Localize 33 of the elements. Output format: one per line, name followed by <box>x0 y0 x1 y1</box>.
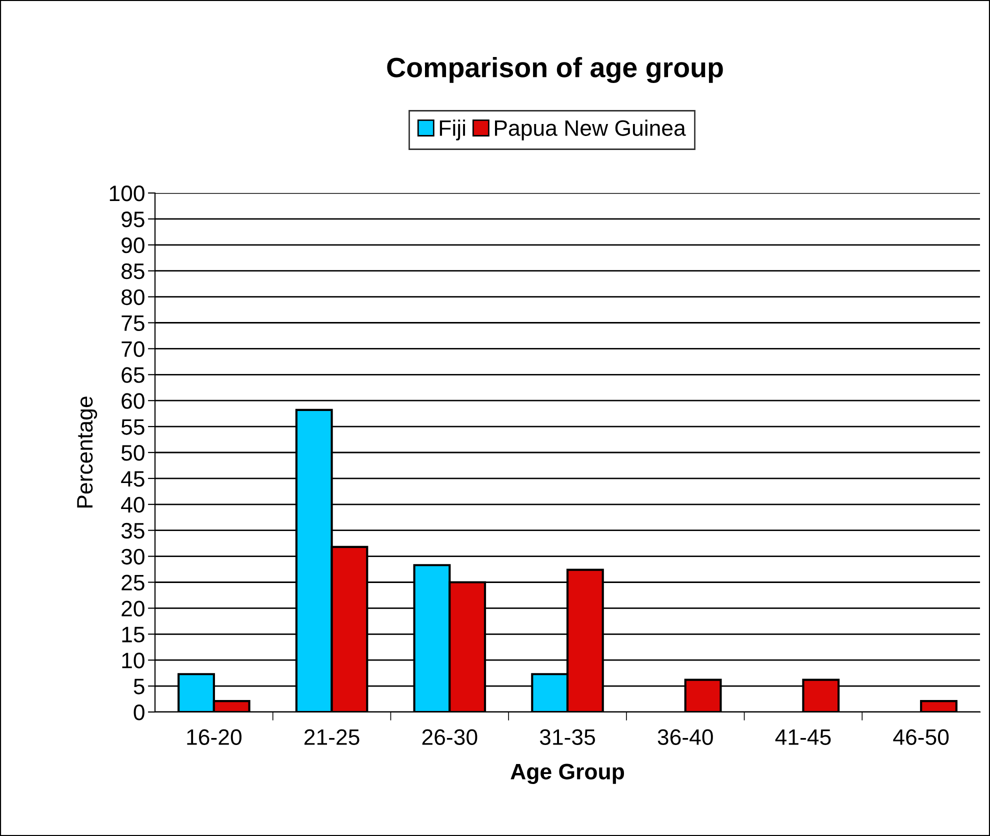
y-tick-label: 5 <box>134 678 144 694</box>
y-tick-label: 85 <box>122 263 144 280</box>
y-tick-label: 70 <box>122 341 144 357</box>
y-tick-label: 50 <box>121 445 144 461</box>
y-tick-label: 10 <box>122 652 144 668</box>
x-axis-title: Age Group <box>510 764 624 784</box>
y-tick-label: 80 <box>122 289 144 306</box>
y-tick-label: 90 <box>122 237 144 254</box>
x-tick-label: 16-20 <box>187 729 242 745</box>
y-tick-label: 60 <box>122 393 144 409</box>
y-tick-label: 45 <box>121 471 144 487</box>
y-tick-label: 30 <box>121 548 144 565</box>
legend-label: Papua New Guinea <box>494 120 686 140</box>
y-tick-label: 0 <box>134 704 144 720</box>
x-tick-label: 36-40 <box>658 729 713 745</box>
x-tick-label: 46-50 <box>893 729 949 745</box>
x-tick-label: 26-30 <box>422 729 478 745</box>
y-tick-label: 100 <box>110 186 144 202</box>
y-tick-label: 20 <box>122 600 144 616</box>
y-tick-label: 65 <box>122 367 144 383</box>
x-tick-label: 21-25 <box>304 729 360 745</box>
y-tick-label: 15 <box>122 626 144 642</box>
chart-title: Comparison of age group <box>387 56 723 84</box>
x-tick-label: 41-45 <box>775 729 831 745</box>
y-tick-label: 25 <box>122 574 144 591</box>
y-tick-label: 75 <box>122 316 144 332</box>
y-tick-label: 35 <box>121 522 144 539</box>
y-axis-title: Percentage <box>77 396 98 508</box>
y-tick-label: 95 <box>122 211 144 228</box>
x-tick-label: 31-35 <box>540 729 595 745</box>
y-tick-label: 40 <box>121 496 144 513</box>
legend-label: Fiji <box>440 120 466 140</box>
y-tick-label: 55 <box>121 419 144 435</box>
